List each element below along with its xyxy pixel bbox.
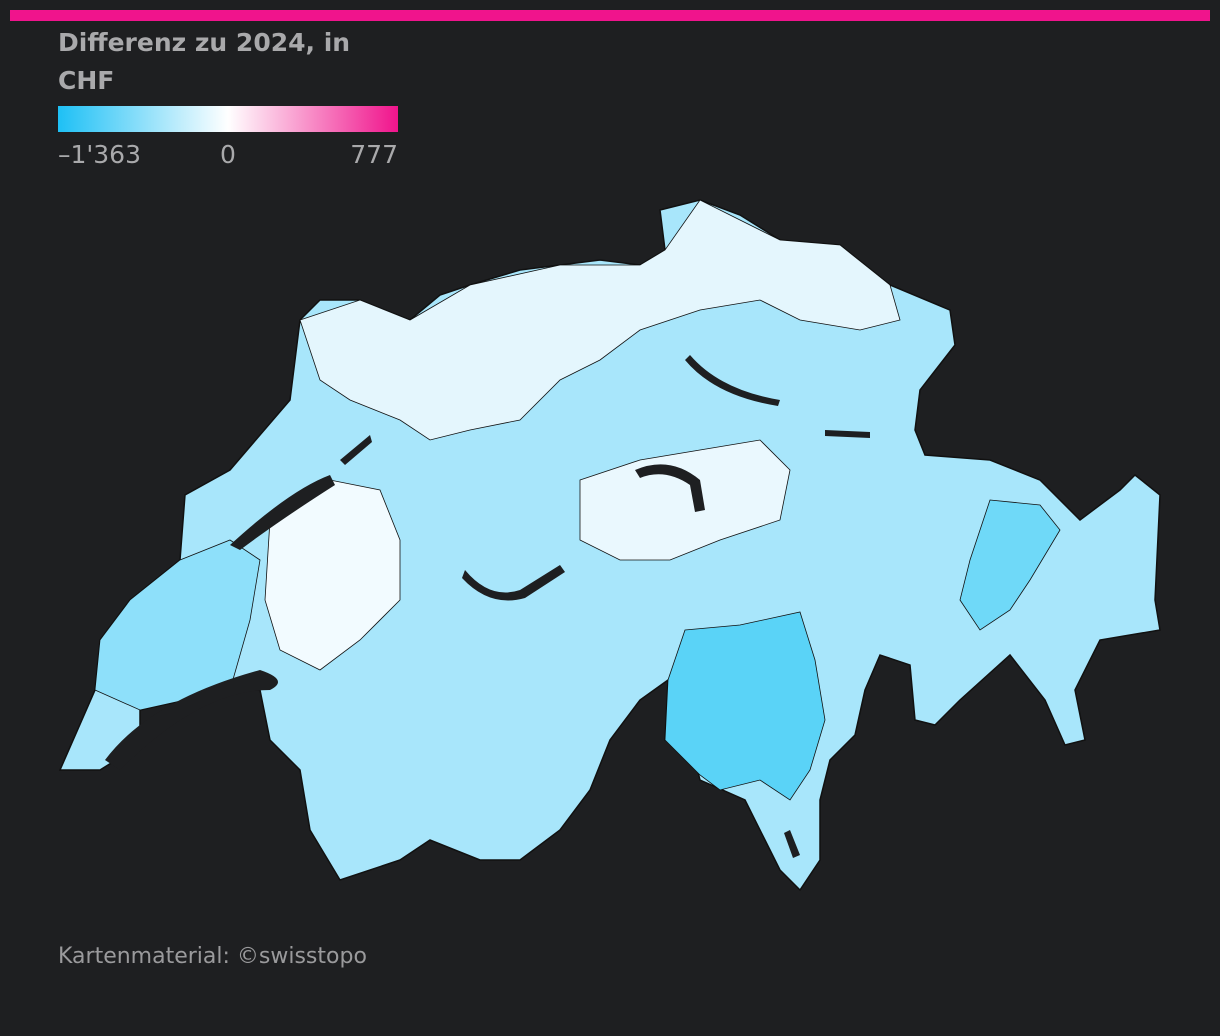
region-central bbox=[579, 439, 791, 561]
lake bbox=[462, 565, 565, 601]
country-outline bbox=[58, 199, 1161, 892]
legend: –1'363 0 777 bbox=[58, 106, 398, 169]
legend-tick-label: 777 bbox=[350, 140, 398, 169]
region-graubuenden bbox=[959, 499, 1061, 631]
region-west bbox=[264, 479, 401, 671]
lake bbox=[635, 464, 705, 512]
legend-tick-label: –1'363 bbox=[58, 140, 141, 169]
lakes bbox=[105, 355, 870, 858]
lake bbox=[105, 670, 278, 770]
source: Kartenmaterial: ©swisstopo bbox=[58, 944, 367, 969]
lake bbox=[685, 355, 780, 406]
lake bbox=[825, 430, 870, 438]
title: Differenz zu 2024, in CHF bbox=[58, 28, 351, 95]
lake bbox=[784, 830, 800, 858]
color-ramp bbox=[58, 106, 398, 132]
legend-tick-label: 0 bbox=[220, 140, 236, 169]
region-ticino bbox=[664, 611, 826, 801]
region-north bbox=[299, 199, 901, 441]
accent-bar bbox=[10, 10, 1210, 21]
lake bbox=[340, 435, 372, 465]
region-vaud bbox=[94, 539, 261, 711]
lake bbox=[230, 475, 335, 550]
